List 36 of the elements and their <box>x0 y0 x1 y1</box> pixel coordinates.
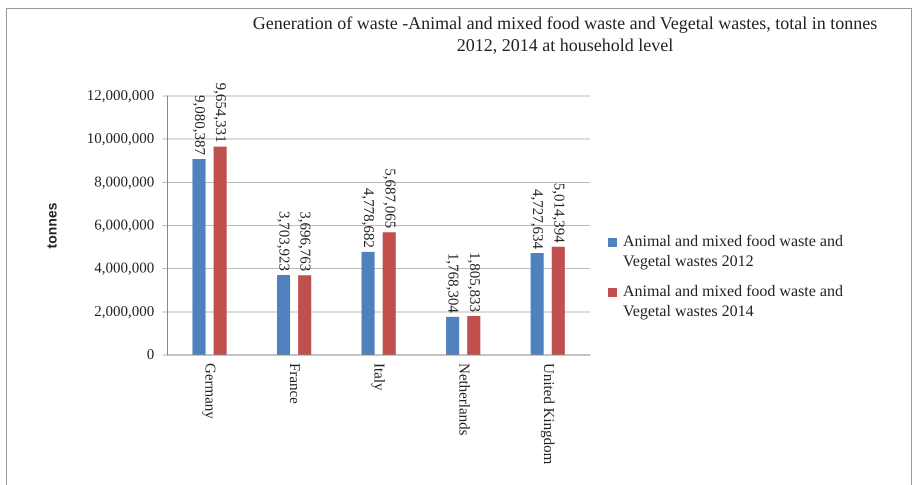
chart-title: Generation of waste -Animal and mixed food waste and Vegetal wastes, total in tonnes 2012, 2014 at household level <box>252 12 878 56</box>
legend-label: Animal and mixed food waste and Vegetal wastes 2012 <box>623 232 844 272</box>
bar <box>298 275 312 354</box>
x-tick-label: Italy <box>370 363 387 391</box>
y-tick-label: 4,000,000 <box>94 260 154 277</box>
bar <box>192 159 206 354</box>
bar <box>214 146 227 354</box>
bar <box>276 275 290 354</box>
x-tick-label: United Kingdom <box>540 363 556 465</box>
bar <box>446 316 460 354</box>
bar <box>362 252 375 354</box>
data-label: 3,696,763 <box>296 211 313 272</box>
data-label: 9,080,387 <box>191 95 208 156</box>
x-tick-label: France <box>286 363 302 404</box>
y-axis-title: tonnes <box>43 202 60 248</box>
y-tick-label: 6,000,000 <box>94 217 154 234</box>
bar <box>530 252 544 354</box>
bar <box>382 232 396 354</box>
y-tick-label: 2,000,000 <box>94 304 154 320</box>
data-label: 1,805,833 <box>466 252 482 312</box>
x-tick-label: Netherlands <box>455 363 472 436</box>
y-tick-label: 12,000,000 <box>86 88 154 104</box>
y-tick-label: 10,000,000 <box>86 131 154 148</box>
y-tick-label: 8,000,000 <box>94 174 154 190</box>
data-label: 5,687,065 <box>381 168 398 228</box>
data-label: 5,014,394 <box>550 182 566 244</box>
data-label: 4,727,634 <box>529 188 546 250</box>
data-label: 1,768,304 <box>444 252 461 314</box>
bar <box>467 316 480 354</box>
data-label: 4,778,682 <box>360 188 376 248</box>
bar <box>552 246 565 354</box>
data-label: 9,654,331 <box>212 82 228 143</box>
data-label: 3,703,923 <box>276 211 292 272</box>
legend-label: Animal and mixed food waste and Vegetal wastes 2014 <box>623 282 844 322</box>
y-tick-label: 0 <box>146 346 154 363</box>
x-tick-label: Germany <box>202 363 218 420</box>
